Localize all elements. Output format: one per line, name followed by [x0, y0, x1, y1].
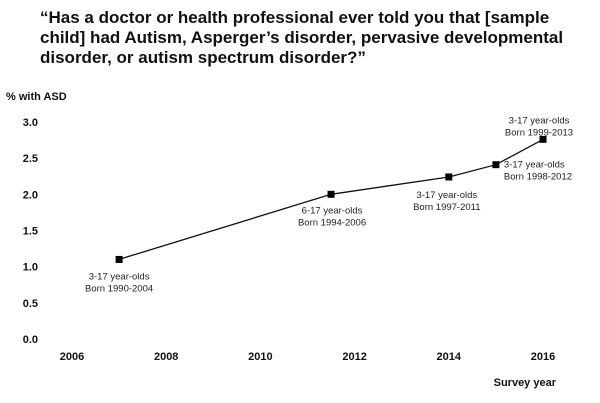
- y-tick-label: 2.5: [23, 153, 38, 165]
- x-tick-label: 2014: [437, 351, 462, 363]
- point-annotation-line: Born 1998-2012: [504, 172, 572, 183]
- x-tick-label: 2010: [248, 351, 272, 363]
- y-axis-label: % with ASD: [6, 91, 67, 103]
- data-series: [115, 135, 547, 263]
- x-tick-label: 2006: [60, 351, 84, 363]
- point-annotation-line: Born 1990-2004: [85, 283, 153, 294]
- point-annotation-line: 3-17 year-olds: [416, 190, 477, 201]
- y-tick-label: 3.0: [23, 117, 38, 129]
- y-tick-label: 0.0: [23, 334, 38, 346]
- data-point-marker: [327, 190, 335, 198]
- point-annotation-line: 6-17 year-olds: [302, 205, 363, 216]
- point-annotation-line: Born 1997-2011: [413, 202, 480, 213]
- y-tick-label: 1.0: [23, 262, 38, 274]
- y-tick-label: 1.5: [23, 226, 38, 238]
- chart-title: “Has a doctor or health professional eve…: [40, 8, 564, 67]
- x-tick-label: 2008: [154, 351, 178, 363]
- y-tick-label: 2.0: [23, 189, 38, 201]
- data-point-marker: [445, 173, 453, 181]
- y-axis-ticks: 0.0 0.5 1.0 1.5 2.0 2.5 3.0: [23, 117, 38, 346]
- point-annotation-line: Born 1999-2013: [505, 127, 573, 138]
- x-tick-label: 2012: [342, 351, 366, 363]
- y-tick-label: 0.5: [23, 298, 38, 310]
- data-point-marker: [539, 135, 547, 143]
- series-line: [118, 138, 544, 261]
- data-point-marker: [492, 161, 500, 169]
- x-axis-ticks: 2006 2008 2010 2012 2014 2016: [60, 351, 555, 363]
- x-axis-label: Survey year: [494, 377, 557, 389]
- point-annotation-line: 3-17 year-olds: [89, 271, 150, 282]
- x-tick-label: 2016: [531, 351, 555, 363]
- point-annotation-line: 3-17 year-olds: [509, 115, 570, 126]
- data-point-marker: [115, 255, 123, 263]
- point-annotation-line: Born 1994-2006: [298, 217, 366, 228]
- point-annotation-line: 3-17 year-olds: [504, 160, 565, 171]
